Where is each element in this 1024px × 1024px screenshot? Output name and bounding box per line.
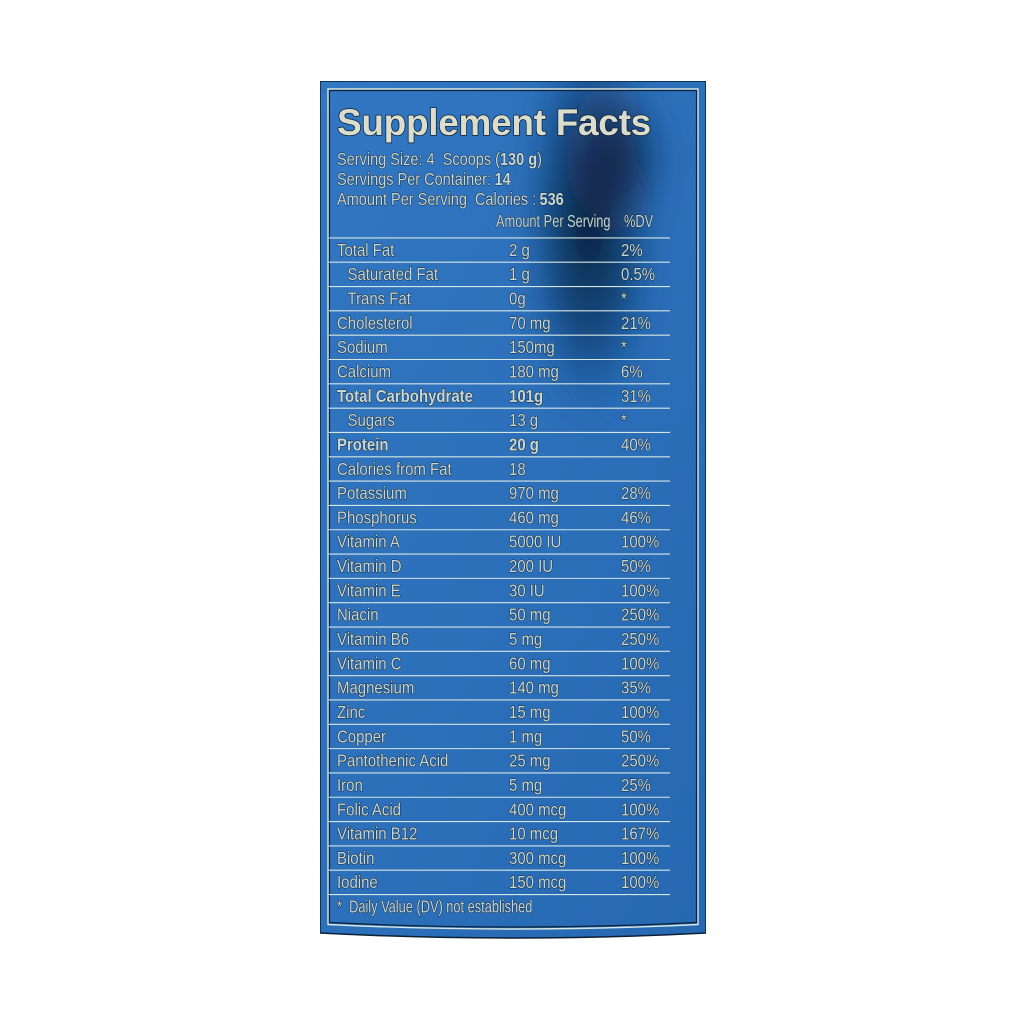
svg-text:100%: 100% bbox=[621, 799, 659, 819]
svg-text:Phosphorus: Phosphorus bbox=[337, 507, 417, 527]
svg-text:150mg: 150mg bbox=[509, 337, 555, 357]
svg-text:Total Fat: Total Fat bbox=[337, 240, 394, 260]
svg-text:Potassium: Potassium bbox=[337, 483, 407, 503]
svg-text:100%: 100% bbox=[621, 848, 659, 868]
svg-text:150 mcg: 150 mcg bbox=[509, 872, 566, 892]
svg-text:Vitamin B6: Vitamin B6 bbox=[337, 629, 409, 649]
svg-text:2 g: 2 g bbox=[509, 240, 530, 260]
svg-text:Niacin: Niacin bbox=[337, 605, 379, 625]
svg-text:35%: 35% bbox=[621, 678, 651, 698]
svg-text:25 mg: 25 mg bbox=[509, 751, 551, 771]
svg-text:1 g: 1 g bbox=[509, 264, 530, 284]
svg-text:%DV: %DV bbox=[624, 211, 654, 231]
svg-text:Folic Acid: Folic Acid bbox=[337, 799, 401, 819]
svg-text:Calories from Fat: Calories from Fat bbox=[337, 459, 452, 479]
svg-text:Pantothenic Acid: Pantothenic Acid bbox=[337, 751, 448, 771]
svg-text:5000 IU: 5000 IU bbox=[509, 532, 561, 552]
svg-text:101g: 101g bbox=[509, 386, 543, 406]
svg-text:100%: 100% bbox=[621, 653, 659, 673]
svg-text:Trans Fat: Trans Fat bbox=[348, 289, 412, 309]
svg-text:100%: 100% bbox=[621, 580, 659, 600]
svg-text:250%: 250% bbox=[621, 605, 659, 625]
svg-text:Amount Per Serving: Amount Per Serving bbox=[496, 211, 611, 231]
svg-text:Vitamin A: Vitamin A bbox=[337, 532, 400, 552]
svg-text:Sugars: Sugars bbox=[348, 410, 396, 430]
svg-text:Vitamin E: Vitamin E bbox=[337, 580, 401, 600]
svg-text:31%: 31% bbox=[621, 386, 651, 406]
svg-text:50%: 50% bbox=[621, 726, 651, 746]
svg-text:167%: 167% bbox=[621, 824, 659, 844]
svg-text:Protein: Protein bbox=[337, 434, 388, 454]
svg-text:18: 18 bbox=[509, 459, 526, 479]
svg-text:Zinc: Zinc bbox=[337, 702, 366, 722]
svg-text:250%: 250% bbox=[621, 629, 659, 649]
svg-text:50 mg: 50 mg bbox=[509, 605, 551, 625]
svg-text:250%: 250% bbox=[621, 751, 659, 771]
svg-text:* Daily Value (DV) not establ: * Daily Value (DV) not established bbox=[337, 897, 532, 917]
svg-text:100%: 100% bbox=[621, 702, 659, 722]
svg-text:130 g: 130 g bbox=[500, 149, 537, 169]
svg-text:1 mg: 1 mg bbox=[509, 726, 542, 746]
svg-text:25%: 25% bbox=[621, 775, 651, 795]
svg-text:Magnesium: Magnesium bbox=[337, 678, 414, 698]
svg-text:300 mcg: 300 mcg bbox=[509, 848, 566, 868]
svg-text:70 mg: 70 mg bbox=[509, 313, 551, 333]
svg-text:Biotin: Biotin bbox=[337, 848, 374, 868]
svg-text:2%: 2% bbox=[621, 240, 643, 260]
svg-text:Sodium: Sodium bbox=[337, 337, 388, 357]
svg-text:21%: 21% bbox=[621, 313, 651, 333]
svg-text:Serving Size: 4 Scoops (: Serving Size: 4 Scoops ( bbox=[337, 149, 500, 169]
svg-text:6%: 6% bbox=[621, 362, 643, 382]
svg-text:Calcium: Calcium bbox=[337, 362, 391, 382]
svg-text:Saturated Fat: Saturated Fat bbox=[348, 264, 439, 284]
svg-text:*: * bbox=[621, 410, 627, 430]
svg-text:970 mg: 970 mg bbox=[509, 483, 559, 503]
svg-text:Total Carbohydrate: Total Carbohydrate bbox=[337, 386, 473, 406]
svg-text:46%: 46% bbox=[621, 507, 651, 527]
svg-text:0.5%: 0.5% bbox=[621, 264, 655, 284]
svg-text:Iodine: Iodine bbox=[337, 872, 378, 892]
svg-text:100%: 100% bbox=[621, 872, 659, 892]
svg-text:0g: 0g bbox=[509, 289, 526, 309]
svg-text:460 mg: 460 mg bbox=[509, 507, 559, 527]
svg-text:140 mg: 140 mg bbox=[509, 678, 559, 698]
svg-text:5 mg: 5 mg bbox=[509, 629, 542, 649]
svg-text:*: * bbox=[621, 337, 627, 357]
svg-text:180 mg: 180 mg bbox=[509, 362, 559, 382]
svg-text:Vitamin C: Vitamin C bbox=[337, 653, 402, 673]
svg-text:400 mcg: 400 mcg bbox=[509, 799, 566, 819]
svg-text:Iron: Iron bbox=[337, 775, 363, 795]
svg-text:Vitamin B12: Vitamin B12 bbox=[337, 824, 417, 844]
svg-text:15 mg: 15 mg bbox=[509, 702, 551, 722]
svg-text:536: 536 bbox=[540, 189, 564, 209]
svg-text:10 mcg: 10 mcg bbox=[509, 824, 558, 844]
svg-text:40%: 40% bbox=[621, 434, 651, 454]
svg-text:100%: 100% bbox=[621, 532, 659, 552]
svg-text:Amount Per Serving Calories :: Amount Per Serving Calories : bbox=[337, 189, 536, 209]
svg-text:200 IU: 200 IU bbox=[509, 556, 553, 576]
svg-text:14: 14 bbox=[495, 169, 511, 189]
svg-text:5 mg: 5 mg bbox=[509, 775, 542, 795]
svg-text:50%: 50% bbox=[621, 556, 651, 576]
svg-text:Copper: Copper bbox=[337, 726, 386, 746]
svg-text:): ) bbox=[537, 149, 542, 169]
svg-text:Vitamin D: Vitamin D bbox=[337, 556, 402, 576]
svg-text:28%: 28% bbox=[621, 483, 651, 503]
svg-text:*: * bbox=[621, 289, 627, 309]
svg-text:13 g: 13 g bbox=[509, 410, 538, 430]
svg-text:60 mg: 60 mg bbox=[509, 653, 551, 673]
svg-text:20 g: 20 g bbox=[509, 434, 539, 454]
svg-text:Cholesterol: Cholesterol bbox=[337, 313, 413, 333]
svg-text:Servings Per Container:: Servings Per Container: bbox=[337, 169, 491, 189]
svg-text:30 IU: 30 IU bbox=[509, 580, 545, 600]
svg-text:Supplement Facts: Supplement Facts bbox=[337, 102, 651, 143]
